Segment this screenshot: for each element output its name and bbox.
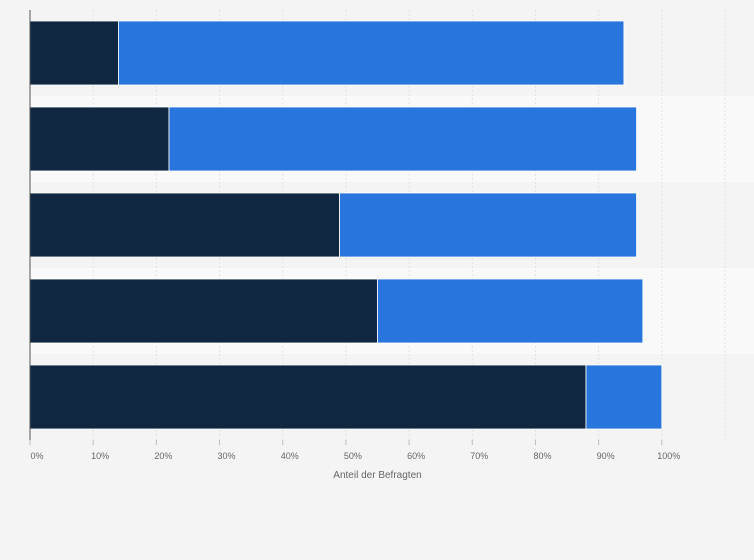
x-tick-label: 10%	[91, 451, 109, 461]
x-tick-label: 70%	[470, 451, 488, 461]
bar-segment-series-2	[339, 192, 637, 258]
x-tick-label: 40%	[281, 451, 299, 461]
x-tick-label: 80%	[533, 451, 551, 461]
x-tick-label: 0%	[30, 451, 43, 461]
x-tick-label: 50%	[344, 451, 362, 461]
x-tick-label: 100%	[657, 451, 680, 461]
bar-segment-series-2	[377, 278, 644, 344]
bar-segment-series-2	[585, 364, 663, 430]
x-tick-label: 20%	[154, 451, 172, 461]
bar-segment-series-2	[118, 20, 625, 86]
bar-segment-series-1	[29, 364, 587, 430]
x-tick-label: 60%	[407, 451, 425, 461]
x-tick-label: 90%	[597, 451, 615, 461]
x-axis-label: Anteil der Befragten	[333, 470, 421, 481]
bar-segment-series-1	[29, 20, 119, 86]
x-tick-label: 30%	[218, 451, 236, 461]
bar-segment-series-1	[29, 106, 170, 172]
bar-segment-series-1	[29, 278, 378, 344]
x-axis: 0% 10% 20% 30% 40% 50% 60% 70% 80% 90% 100%	[29, 10, 680, 461]
bar-segment-series-1	[29, 192, 340, 258]
bar-segment-series-2	[168, 106, 637, 172]
bars	[29, 20, 663, 430]
